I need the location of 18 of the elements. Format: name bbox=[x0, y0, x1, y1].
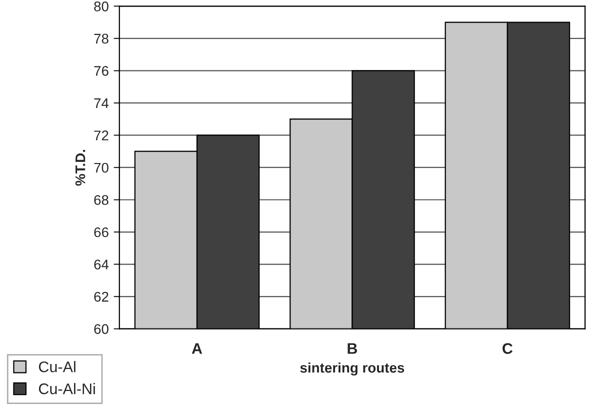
y-tick-label: 74 bbox=[94, 98, 109, 108]
x-tick-label: C bbox=[502, 343, 513, 354]
y-tick-label: 64 bbox=[94, 260, 109, 270]
y-tick-label: 66 bbox=[94, 227, 108, 238]
x-tick-label: A bbox=[192, 343, 202, 354]
y-tick-label: 68 bbox=[94, 195, 108, 205]
x-axis-title: sintering routes bbox=[300, 362, 404, 376]
y-tick-label: 80 bbox=[94, 2, 108, 12]
y-tick-label: 78 bbox=[94, 34, 108, 44]
y-tick-label: 62 bbox=[94, 292, 108, 302]
y-tick-label: 72 bbox=[94, 130, 108, 140]
legend-label: Cu-Al-Ni bbox=[38, 383, 95, 394]
legend-label: Cu-Al bbox=[38, 361, 76, 372]
y-axis-title: %T.D. bbox=[75, 150, 86, 186]
y-tick-label: 60 bbox=[94, 324, 108, 334]
y-tick-label: 76 bbox=[94, 66, 108, 76]
x-tick-label: B bbox=[348, 343, 358, 354]
y-tick-label: 70 bbox=[94, 162, 108, 173]
